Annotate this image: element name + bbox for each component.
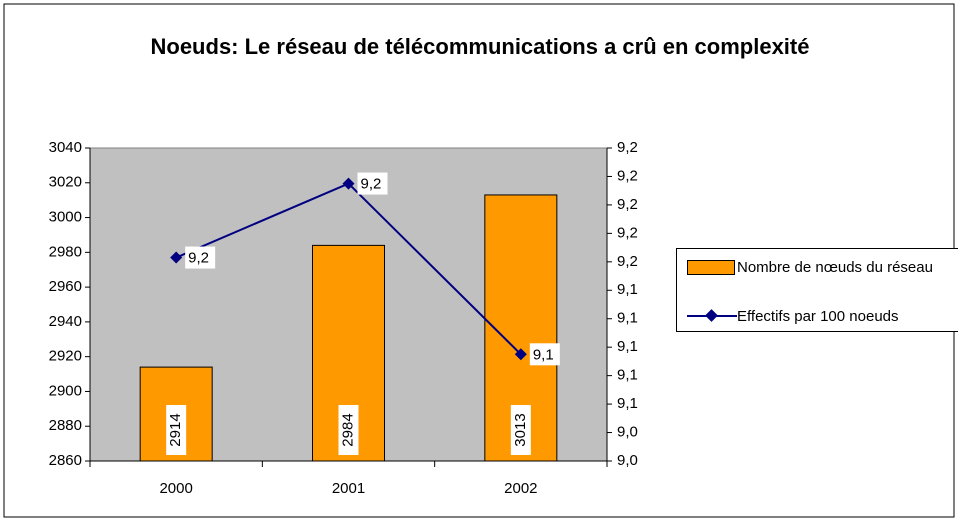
bar-label-bg: [510, 405, 531, 455]
legend-entry: Effectifs par 100 noeuds: [687, 307, 937, 326]
y2-tick-label: 9,1: [617, 310, 638, 327]
bar-label: 2984: [339, 413, 356, 446]
y2-tick-label: 9,2: [617, 253, 638, 270]
bar-label: 3013: [512, 413, 529, 446]
legend-entry: Nombre de nœuds du réseau: [687, 258, 937, 277]
legend-swatch: [687, 307, 737, 325]
x-tick-label: 2000: [159, 480, 192, 497]
line-label-bg: [185, 246, 216, 269]
bar-label-bg: [338, 405, 359, 455]
x-tick-label: 2002: [504, 480, 537, 497]
y-tick-label: 3020: [49, 174, 82, 191]
legend-label: Nombre de nœuds du réseau: [737, 259, 933, 276]
y2-tick-label: 9,1: [617, 367, 638, 384]
y2-tick-label: 9,1: [617, 338, 638, 355]
legend-label: Effectifs par 100 noeuds: [737, 308, 899, 325]
line-label: 9,1: [533, 346, 554, 363]
legend-swatch: [687, 258, 737, 276]
line-label-bg: [529, 343, 560, 366]
y-tick-label: 2940: [49, 313, 82, 330]
legend: Nombre de nœuds du réseau Effectifs par 1…: [676, 248, 958, 332]
line-marker: [514, 348, 527, 361]
y-tick-label: 3040: [49, 139, 82, 156]
x-tick-label: 2001: [332, 480, 365, 497]
y2-tick-label: 9,0: [617, 424, 638, 441]
line-label: 9,2: [188, 250, 209, 267]
bar-label-bg: [166, 405, 187, 455]
y-tick-label: 2900: [49, 382, 82, 399]
y2-tick-label: 9,2: [617, 224, 638, 241]
line-label-bg: [357, 172, 388, 195]
y2-tick-label: 9,0: [617, 452, 638, 469]
y-tick-label: 2960: [49, 278, 82, 295]
y2-tick-label: 9,1: [617, 395, 638, 412]
y-tick-label: 2920: [49, 348, 82, 365]
y2-tick-label: 9,2: [617, 196, 638, 213]
line-marker: [170, 251, 183, 264]
y-tick-label: 2860: [49, 452, 82, 469]
y-tick-label: 3000: [49, 209, 82, 226]
y-tick-label: 2980: [49, 243, 82, 260]
line-marker: [342, 177, 355, 190]
bar-label: 2914: [167, 413, 184, 446]
line-label: 9,2: [361, 176, 382, 193]
y2-tick-label: 9,2: [617, 139, 638, 156]
chart-title: Noeuds: Le réseau de télécommunications …: [150, 34, 810, 59]
y2-tick-label: 9,1: [617, 281, 638, 298]
y-tick-label: 2880: [49, 417, 82, 434]
y2-tick-label: 9,2: [617, 167, 638, 184]
